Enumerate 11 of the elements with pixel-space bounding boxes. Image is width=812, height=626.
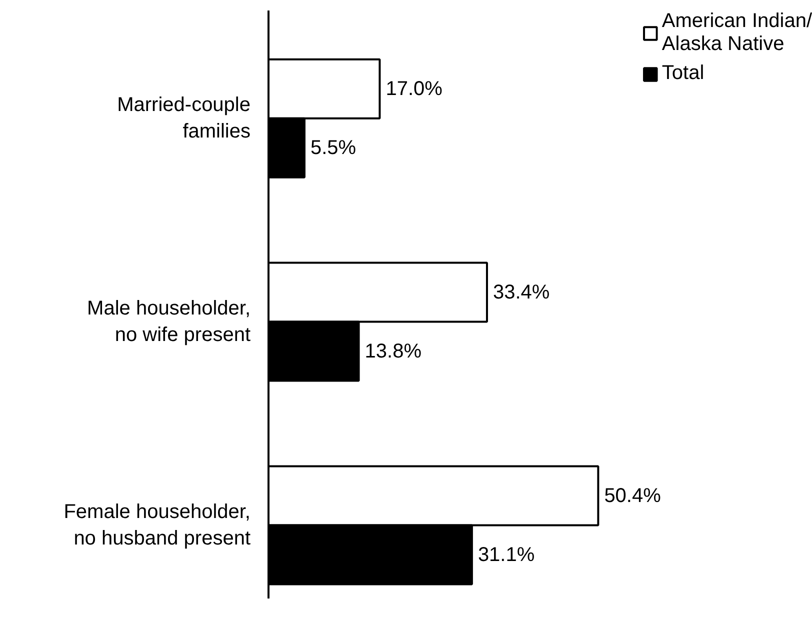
- legend-label: American Indian/ Alaska Native: [662, 10, 812, 56]
- y-tick-label: Married-couple families: [117, 94, 251, 143]
- y-tick-label: Male householder, no wife present: [87, 298, 251, 346]
- y-tick-label: Female householder, no husband present: [64, 501, 251, 550]
- data-label: 5.5%: [310, 136, 356, 159]
- data-label: 31.1%: [478, 544, 535, 566]
- data-label: 17.0%: [386, 78, 443, 100]
- data-label: 50.4%: [604, 484, 662, 507]
- data-label: 33.4%: [492, 281, 550, 304]
- legend-label: Total: [662, 62, 704, 85]
- data-label: 13.8%: [364, 340, 422, 362]
